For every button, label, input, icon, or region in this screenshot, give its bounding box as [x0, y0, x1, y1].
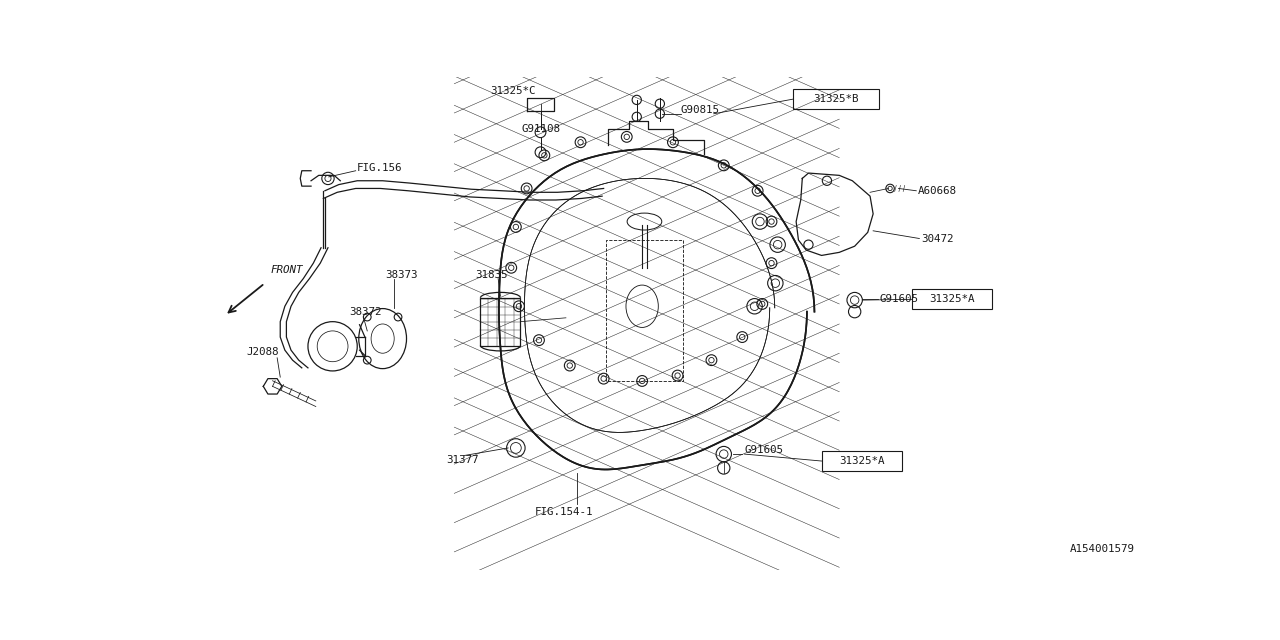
Text: G91108: G91108 — [521, 124, 561, 134]
Text: G91605: G91605 — [879, 294, 918, 303]
Bar — [794, 89, 879, 109]
Text: G90815: G90815 — [681, 105, 719, 115]
Text: FIG.156: FIG.156 — [357, 163, 403, 173]
Text: A154001579: A154001579 — [1070, 544, 1135, 554]
Text: 38373: 38373 — [385, 271, 417, 280]
Text: J2088: J2088 — [246, 348, 279, 358]
Text: 31325*A: 31325*A — [929, 294, 975, 305]
Text: A60668: A60668 — [918, 186, 957, 196]
Text: 31835: 31835 — [475, 271, 508, 280]
Bar — [911, 289, 992, 309]
Text: G91605: G91605 — [745, 445, 783, 455]
Text: 31325*A: 31325*A — [840, 456, 884, 466]
Text: 30472: 30472 — [922, 234, 954, 243]
Polygon shape — [499, 149, 814, 470]
Bar — [822, 451, 902, 471]
Text: 38372: 38372 — [349, 307, 381, 317]
Bar — [480, 298, 521, 346]
Text: 31325*C: 31325*C — [490, 86, 536, 95]
Text: FIG.154-1: FIG.154-1 — [534, 507, 593, 517]
Text: FRONT: FRONT — [271, 266, 303, 275]
Text: 31377: 31377 — [447, 455, 479, 465]
Text: 31325*B: 31325*B — [813, 94, 859, 104]
